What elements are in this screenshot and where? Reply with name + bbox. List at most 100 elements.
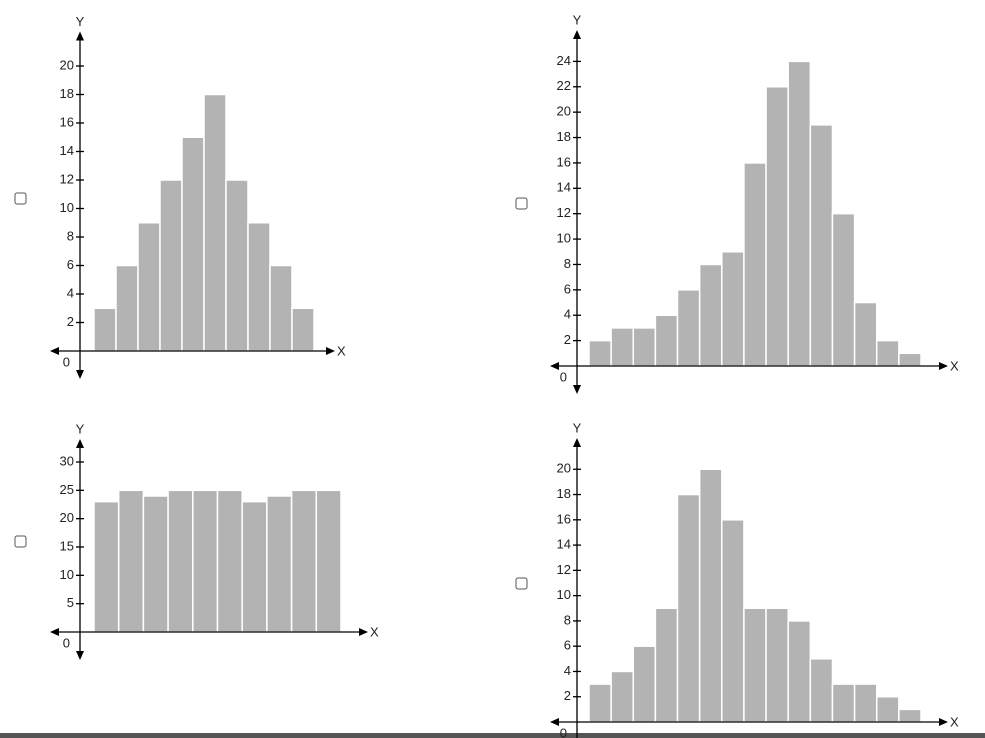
y-tick-label: 0 — [63, 635, 70, 650]
y-tick-label: 4 — [67, 285, 74, 300]
y-arrow-up — [76, 439, 84, 448]
bar — [610, 327, 635, 367]
bar — [787, 620, 812, 723]
bar — [898, 708, 922, 723]
bar — [588, 339, 612, 367]
bar — [241, 500, 268, 633]
bar — [809, 658, 834, 723]
y-tick-label: 0 — [560, 725, 567, 738]
y-tick-label: 10 — [557, 231, 571, 246]
y-axis-label: Y — [76, 421, 85, 436]
bar — [117, 489, 145, 633]
y-tick-label: 24 — [557, 53, 571, 68]
bar — [743, 162, 767, 367]
bar — [290, 489, 318, 633]
y-tick-label: 16 — [557, 154, 571, 169]
x-axis-label: X — [370, 624, 379, 639]
y-tick-label: 8 — [67, 228, 74, 243]
y-tick-label: 0 — [63, 354, 70, 369]
bar — [167, 489, 194, 633]
bar — [632, 327, 657, 367]
bar — [632, 645, 657, 723]
x-axis-label: X — [337, 343, 346, 358]
y-tick-label: 20 — [557, 461, 571, 476]
bar — [831, 212, 856, 367]
y-tick-label: 18 — [557, 486, 571, 501]
bar — [831, 683, 856, 723]
bar — [654, 314, 679, 367]
y-arrow-down — [573, 385, 581, 394]
bar — [93, 500, 120, 633]
x-arrow-right — [359, 628, 368, 636]
y-axis-label: Y — [76, 14, 85, 29]
checkbox[interactable] — [14, 192, 27, 205]
x-arrow-left — [550, 718, 559, 726]
bar — [225, 179, 249, 352]
y-tick-label: 6 — [67, 257, 74, 272]
y-tick-label: 4 — [564, 307, 571, 322]
y-arrow-down — [76, 651, 84, 660]
y-arrow-down — [76, 370, 84, 379]
bar — [266, 495, 293, 633]
y-tick-label: 14 — [60, 143, 74, 158]
bar — [115, 264, 139, 352]
y-tick-label: 2 — [564, 332, 571, 347]
y-tick-label: 10 — [60, 200, 74, 215]
y-arrow-up — [573, 438, 581, 447]
y-tick-label: 16 — [60, 114, 74, 129]
bar — [137, 222, 161, 352]
bar — [588, 683, 612, 723]
y-tick-label: 18 — [60, 86, 74, 101]
bar — [216, 489, 243, 633]
checkbox[interactable] — [14, 535, 27, 548]
x-axis-label: X — [950, 358, 959, 373]
bar — [875, 339, 900, 367]
x-axis-label: X — [950, 714, 959, 729]
bar — [93, 307, 117, 352]
bar — [203, 93, 227, 352]
y-tick-label: 8 — [564, 612, 571, 627]
y-tick-label: 20 — [60, 510, 74, 525]
y-tick-label: 2 — [67, 314, 74, 329]
x-arrow-right — [939, 362, 948, 370]
x-arrow-left — [550, 362, 559, 370]
bar — [898, 352, 922, 367]
y-tick-label: 16 — [557, 511, 571, 526]
y-tick-label: 15 — [60, 538, 74, 553]
checkbox[interactable] — [515, 197, 528, 210]
y-arrow-up — [573, 30, 581, 39]
bar — [610, 670, 635, 723]
bar — [247, 222, 271, 352]
y-tick-label: 6 — [564, 281, 571, 296]
x-arrow-right — [326, 347, 335, 355]
y-tick-label: 12 — [557, 562, 571, 577]
bar — [654, 607, 679, 723]
y-tick-label: 12 — [60, 171, 74, 186]
bar — [721, 519, 745, 723]
checkbox[interactable] — [515, 577, 528, 590]
bar — [698, 468, 723, 723]
bar — [743, 607, 767, 723]
y-tick-label: 14 — [557, 180, 571, 195]
bar — [875, 695, 900, 723]
y-tick-label: 8 — [564, 256, 571, 271]
bar — [809, 124, 834, 367]
bar — [269, 264, 293, 352]
bar — [721, 251, 745, 367]
y-tick-label: 22 — [557, 78, 571, 93]
y-tick-label: 0 — [560, 369, 567, 384]
y-tick-label: 30 — [60, 453, 74, 468]
bar — [676, 493, 701, 723]
bar — [853, 683, 878, 723]
bar — [192, 489, 219, 633]
bar — [676, 289, 701, 367]
bar — [698, 263, 723, 367]
y-tick-label: 10 — [557, 587, 571, 602]
bar — [765, 607, 789, 723]
y-tick-label: 25 — [60, 482, 74, 497]
bar — [291, 307, 315, 352]
bar — [853, 301, 878, 367]
y-tick-label: 14 — [557, 537, 571, 552]
bar — [765, 86, 789, 367]
y-arrow-up — [76, 31, 84, 41]
